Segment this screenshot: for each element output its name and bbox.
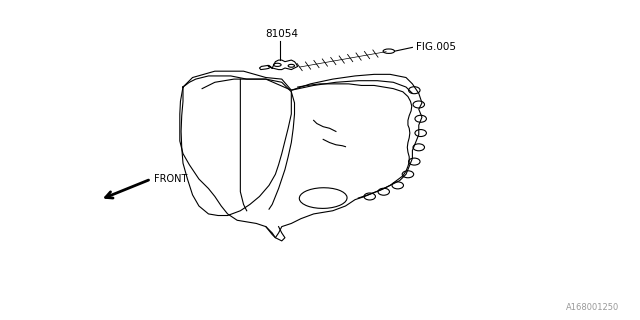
Polygon shape xyxy=(181,76,291,215)
Text: A168001250: A168001250 xyxy=(566,303,620,312)
Text: 81054: 81054 xyxy=(265,29,298,39)
Text: FRONT: FRONT xyxy=(154,174,188,184)
Text: FIG.005: FIG.005 xyxy=(415,42,456,52)
